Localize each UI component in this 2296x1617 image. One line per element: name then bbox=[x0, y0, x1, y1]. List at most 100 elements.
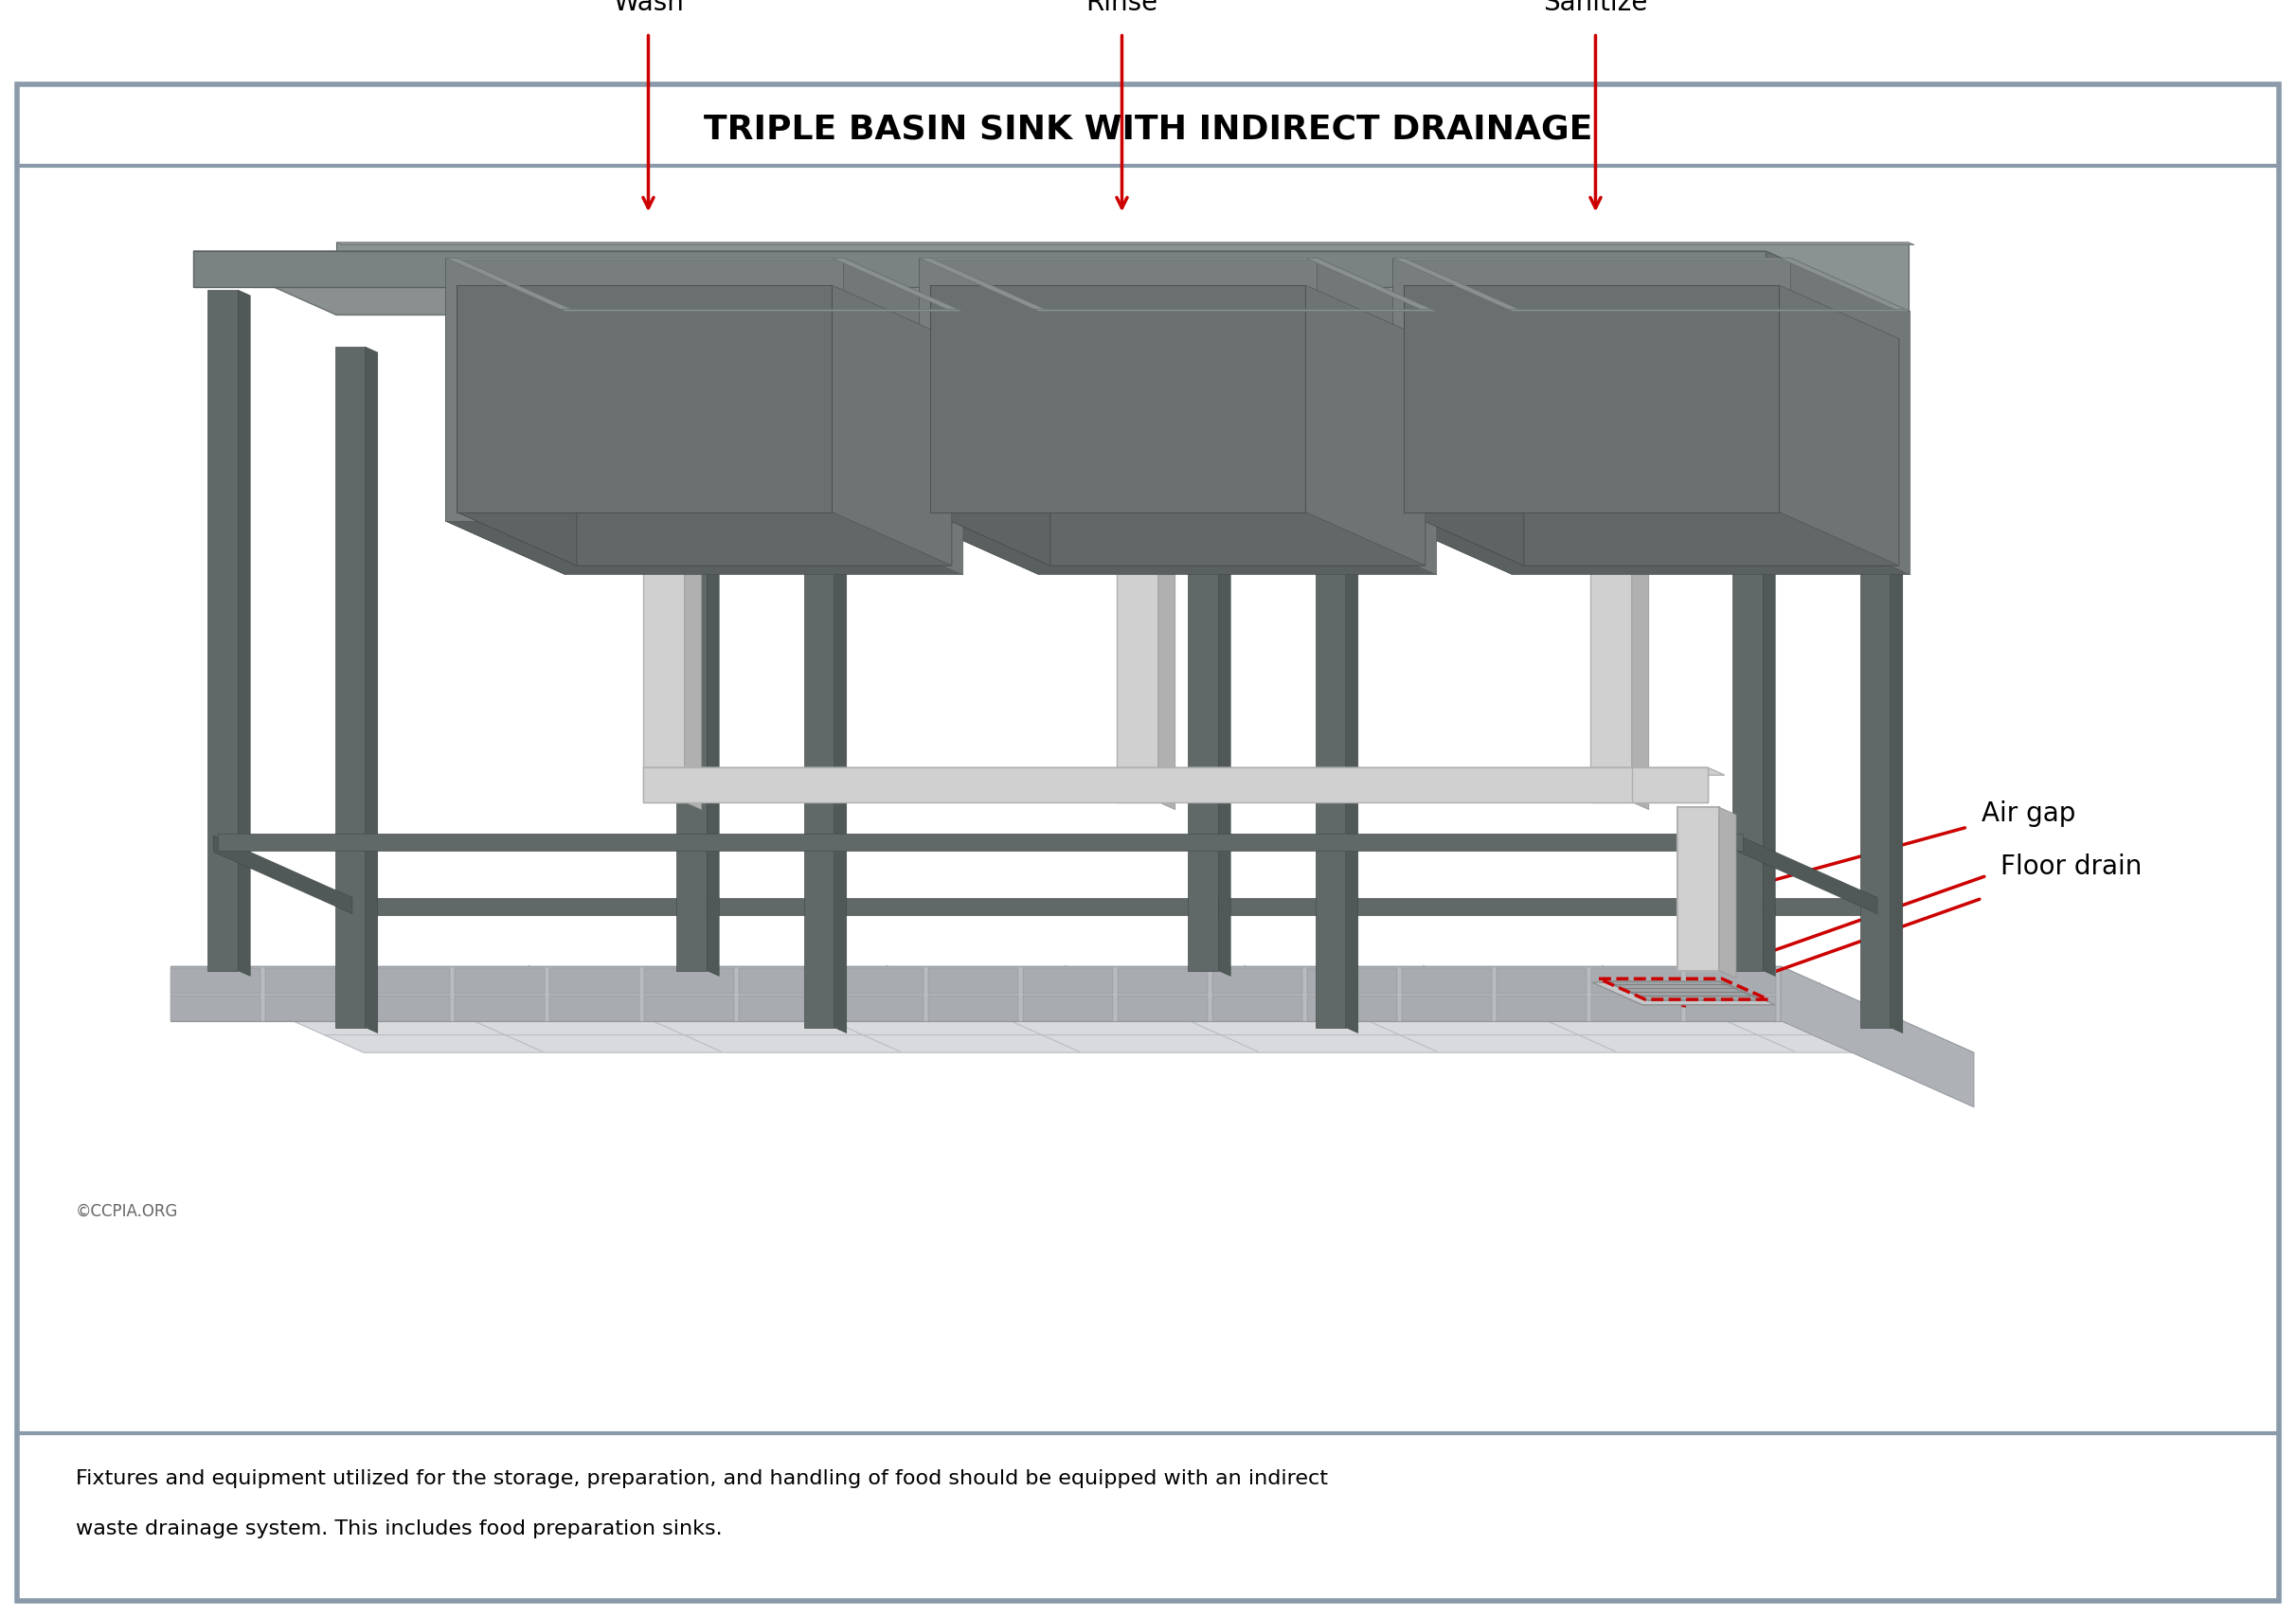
Text: Floor drain: Floor drain bbox=[2000, 854, 2142, 880]
Polygon shape bbox=[335, 348, 365, 1027]
Polygon shape bbox=[457, 285, 576, 566]
Polygon shape bbox=[1116, 548, 1157, 802]
Text: Rinse: Rinse bbox=[1086, 0, 1157, 16]
Polygon shape bbox=[170, 967, 1782, 1020]
Polygon shape bbox=[1733, 289, 1763, 970]
Polygon shape bbox=[1024, 996, 1114, 1020]
Polygon shape bbox=[645, 969, 735, 993]
Polygon shape bbox=[214, 836, 351, 914]
Polygon shape bbox=[684, 548, 703, 810]
Polygon shape bbox=[1318, 259, 1437, 574]
Polygon shape bbox=[1157, 548, 1176, 810]
Polygon shape bbox=[207, 289, 239, 970]
Polygon shape bbox=[1049, 338, 1426, 566]
Polygon shape bbox=[1497, 996, 1587, 1020]
Polygon shape bbox=[445, 259, 565, 574]
Polygon shape bbox=[266, 996, 356, 1020]
Polygon shape bbox=[1024, 969, 1114, 993]
Polygon shape bbox=[833, 996, 923, 1020]
Text: Wash: Wash bbox=[613, 0, 684, 16]
Polygon shape bbox=[1525, 338, 1899, 566]
Text: ©CCPIA.ORG: ©CCPIA.ORG bbox=[76, 1203, 179, 1219]
Polygon shape bbox=[445, 521, 962, 574]
Polygon shape bbox=[1766, 251, 1908, 351]
Polygon shape bbox=[928, 996, 1017, 1020]
Polygon shape bbox=[930, 513, 1426, 566]
Polygon shape bbox=[1306, 996, 1396, 1020]
Polygon shape bbox=[918, 259, 1322, 260]
Polygon shape bbox=[1685, 996, 1777, 1020]
Polygon shape bbox=[576, 338, 953, 566]
Polygon shape bbox=[1403, 969, 1492, 993]
Polygon shape bbox=[707, 289, 719, 977]
Polygon shape bbox=[918, 521, 1437, 574]
Polygon shape bbox=[1591, 996, 1681, 1020]
Polygon shape bbox=[930, 285, 1049, 566]
Polygon shape bbox=[239, 289, 250, 977]
Polygon shape bbox=[643, 768, 1708, 802]
Polygon shape bbox=[455, 996, 544, 1020]
Polygon shape bbox=[1405, 285, 1779, 513]
Polygon shape bbox=[218, 834, 1743, 851]
Polygon shape bbox=[1782, 967, 1975, 1108]
Polygon shape bbox=[831, 285, 953, 566]
Polygon shape bbox=[1394, 259, 1525, 312]
Polygon shape bbox=[643, 768, 1724, 775]
Polygon shape bbox=[843, 259, 962, 574]
Polygon shape bbox=[1345, 348, 1359, 1033]
Polygon shape bbox=[1306, 285, 1426, 566]
Polygon shape bbox=[1033, 309, 1437, 312]
Polygon shape bbox=[170, 969, 259, 993]
Polygon shape bbox=[645, 996, 735, 1020]
Polygon shape bbox=[1591, 969, 1681, 993]
Polygon shape bbox=[560, 309, 962, 312]
Polygon shape bbox=[928, 969, 1017, 993]
Polygon shape bbox=[1219, 289, 1231, 977]
Polygon shape bbox=[360, 996, 450, 1020]
Text: waste drainage system. This includes food preparation sinks.: waste drainage system. This includes foo… bbox=[76, 1520, 723, 1538]
Polygon shape bbox=[804, 348, 833, 1027]
Polygon shape bbox=[739, 996, 829, 1020]
Polygon shape bbox=[1118, 969, 1208, 993]
Polygon shape bbox=[1720, 807, 1736, 978]
Polygon shape bbox=[335, 243, 1915, 244]
Polygon shape bbox=[335, 243, 1908, 315]
Polygon shape bbox=[170, 996, 259, 1020]
Polygon shape bbox=[363, 899, 1887, 915]
Polygon shape bbox=[833, 348, 847, 1033]
Polygon shape bbox=[1306, 969, 1396, 993]
Polygon shape bbox=[266, 969, 356, 993]
Polygon shape bbox=[1497, 969, 1587, 993]
Text: Fixtures and equipment utilized for the storage, preparation, and handling of fo: Fixtures and equipment utilized for the … bbox=[76, 1470, 1327, 1489]
Polygon shape bbox=[1394, 259, 1513, 574]
Polygon shape bbox=[1212, 996, 1302, 1020]
Polygon shape bbox=[1779, 259, 1910, 312]
Polygon shape bbox=[1405, 285, 1525, 566]
Polygon shape bbox=[1405, 513, 1899, 566]
Polygon shape bbox=[1632, 768, 1708, 802]
Polygon shape bbox=[457, 285, 831, 513]
Polygon shape bbox=[360, 969, 450, 993]
Polygon shape bbox=[1403, 996, 1492, 1020]
Polygon shape bbox=[918, 259, 1049, 312]
Polygon shape bbox=[1591, 983, 1775, 1004]
Text: TRIPLE BASIN SINK WITH INDIRECT DRAINAGE: TRIPLE BASIN SINK WITH INDIRECT DRAINAGE bbox=[703, 113, 1593, 146]
Polygon shape bbox=[739, 969, 829, 993]
Polygon shape bbox=[549, 969, 638, 993]
Polygon shape bbox=[1394, 521, 1910, 574]
Polygon shape bbox=[445, 259, 576, 312]
Polygon shape bbox=[445, 259, 847, 260]
Text: Air gap: Air gap bbox=[1981, 800, 2076, 826]
Polygon shape bbox=[918, 259, 1318, 521]
Polygon shape bbox=[1212, 969, 1302, 993]
Polygon shape bbox=[1605, 982, 1761, 1001]
Polygon shape bbox=[1685, 969, 1777, 993]
Polygon shape bbox=[831, 259, 962, 312]
Polygon shape bbox=[1791, 259, 1910, 574]
Polygon shape bbox=[1591, 548, 1632, 802]
Polygon shape bbox=[1678, 807, 1720, 970]
Polygon shape bbox=[1394, 259, 1795, 260]
Polygon shape bbox=[1118, 996, 1208, 1020]
Polygon shape bbox=[643, 548, 684, 802]
Polygon shape bbox=[1738, 836, 1878, 914]
